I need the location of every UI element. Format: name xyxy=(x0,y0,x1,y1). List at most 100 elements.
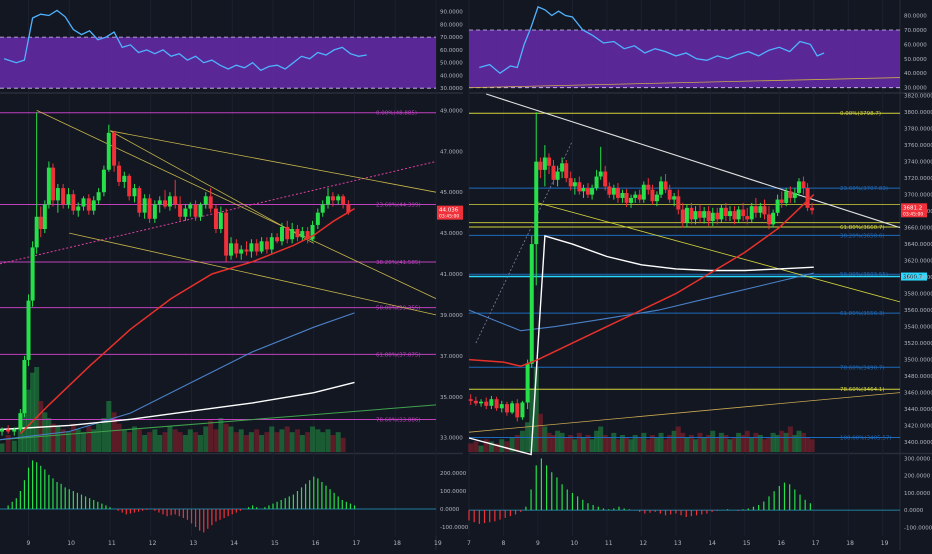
left-candle-body xyxy=(315,212,320,225)
right-candle-body xyxy=(736,209,741,220)
left-volume-bar xyxy=(299,435,305,452)
left-volume-bar xyxy=(121,429,127,452)
right-candle-body xyxy=(753,206,758,213)
left-candle-body xyxy=(295,229,300,238)
left-price-tick-0: 49.0000 xyxy=(440,108,463,114)
right-candle-body xyxy=(637,194,642,200)
right-candle-body xyxy=(702,211,707,218)
right-price-tick-14: 3540.0000 xyxy=(904,325,932,331)
right-fib-label-2: 38.20%(3650.6) xyxy=(840,233,885,239)
left-candle-body xyxy=(254,243,259,252)
right-candle-body xyxy=(594,176,599,189)
left-volume-bar xyxy=(335,432,341,452)
right-candle-body xyxy=(788,191,793,198)
left-volume-bar xyxy=(81,432,87,452)
right-candle-body xyxy=(603,171,608,187)
right-candle-body xyxy=(650,189,655,202)
left-candle-body xyxy=(290,229,295,240)
right-volume-bar xyxy=(684,437,690,452)
right-volume-bar xyxy=(488,441,494,452)
left-volume-bar xyxy=(111,412,117,452)
right-volume-bar xyxy=(667,435,673,452)
left-candle-body xyxy=(38,216,43,230)
right-price-tick-5: 3720.0000 xyxy=(904,176,932,182)
right-volume-bar xyxy=(761,439,767,452)
right-volume-bar xyxy=(731,437,737,452)
left-volume-bar xyxy=(55,426,61,452)
right-volume-bar xyxy=(783,432,789,452)
right-volume-bar xyxy=(658,432,664,452)
right-yellow-line-0 xyxy=(537,202,901,303)
right-volume-bar xyxy=(757,435,763,452)
right-candle-body xyxy=(564,163,569,179)
right-candle-body xyxy=(499,404,504,409)
left-candle-body xyxy=(213,208,218,230)
right-candle-body xyxy=(489,399,494,406)
left-volume-bar xyxy=(187,429,193,452)
left-candle-body xyxy=(0,429,5,432)
right-x-tick-3: 10 xyxy=(570,540,578,547)
right-price-tick-6: 3700.0000 xyxy=(904,193,932,199)
left-rsi-tick-5: 40.0000 xyxy=(440,73,463,79)
right-candle-body xyxy=(667,189,672,200)
left-volume-bar xyxy=(264,432,270,452)
left-volume-bar xyxy=(259,435,265,452)
right-volume-bar xyxy=(602,435,608,452)
left-volume-bar xyxy=(106,401,112,452)
left-rsi-tick-4: 50.0000 xyxy=(440,61,463,67)
right-white-trend xyxy=(486,93,901,229)
right-volume-bar xyxy=(589,439,595,452)
right-cyan-level-text: 3600.7 xyxy=(903,275,923,281)
left-volume-bar xyxy=(320,432,326,452)
left-volume-bar xyxy=(126,432,132,452)
right-price-tick-8: 3660.0000 xyxy=(904,226,932,232)
right-osc-tick-2: 100.0000 xyxy=(904,491,931,497)
left-x-tick-0: 9 xyxy=(27,540,31,547)
left-volume-bar xyxy=(279,429,285,452)
right-volume-bar xyxy=(693,439,699,452)
left-price-tick-7: 35.0000 xyxy=(440,395,463,401)
right-rsi-band xyxy=(469,29,900,88)
right-rsi-tick-3: 50.0000 xyxy=(904,57,927,63)
left-volume-bar xyxy=(17,429,23,452)
right-volume-bar xyxy=(519,430,525,452)
right-candle-body xyxy=(771,212,776,225)
right-price-tick-2: 3780.0000 xyxy=(904,127,932,133)
right-volume-bar xyxy=(663,439,669,452)
left-candle-body xyxy=(22,359,27,414)
right-volume-bar xyxy=(688,435,694,452)
left-candle-body xyxy=(163,200,168,207)
right-x-tick-9: 16 xyxy=(777,540,785,547)
left-candle-body xyxy=(341,196,346,205)
right-green-channel xyxy=(468,392,901,433)
right-volume-bar xyxy=(675,426,681,452)
right-candle-body xyxy=(555,171,560,180)
right-volume-bar xyxy=(723,435,729,452)
left-volume-bar xyxy=(228,426,234,452)
left-candle-body xyxy=(157,200,162,205)
left-volume-bar xyxy=(172,429,178,452)
left-osc-tick-0: 200.0000 xyxy=(440,471,467,477)
left-candle-body xyxy=(173,196,178,205)
left-candle-body xyxy=(66,194,71,205)
right-volume-bar xyxy=(641,432,647,452)
left-rsi-tick-2: 70.0000 xyxy=(440,35,463,41)
right-candle-body xyxy=(758,206,763,213)
right-volume-bar xyxy=(779,430,785,452)
left-candle-body xyxy=(91,200,96,211)
left-candle-body xyxy=(116,165,121,182)
right-volume-bar xyxy=(598,426,604,452)
left-price-tick-1: 47.0000 xyxy=(440,149,463,155)
right-volume-bar xyxy=(473,441,479,452)
left-x-tick-10: 19 xyxy=(434,540,442,547)
right-volume-bar xyxy=(619,435,625,452)
right-current-price-tag xyxy=(901,203,927,218)
right-fib-label-4: 50.00%(3603.55) xyxy=(840,272,888,278)
left-candle-body xyxy=(285,226,290,240)
right-volume-bar xyxy=(568,435,574,452)
right-price-tick-18: 3460.0000 xyxy=(904,391,932,397)
right-candle-body xyxy=(728,211,733,217)
left-volume-bar xyxy=(218,418,224,452)
right-candle-body xyxy=(779,199,784,203)
